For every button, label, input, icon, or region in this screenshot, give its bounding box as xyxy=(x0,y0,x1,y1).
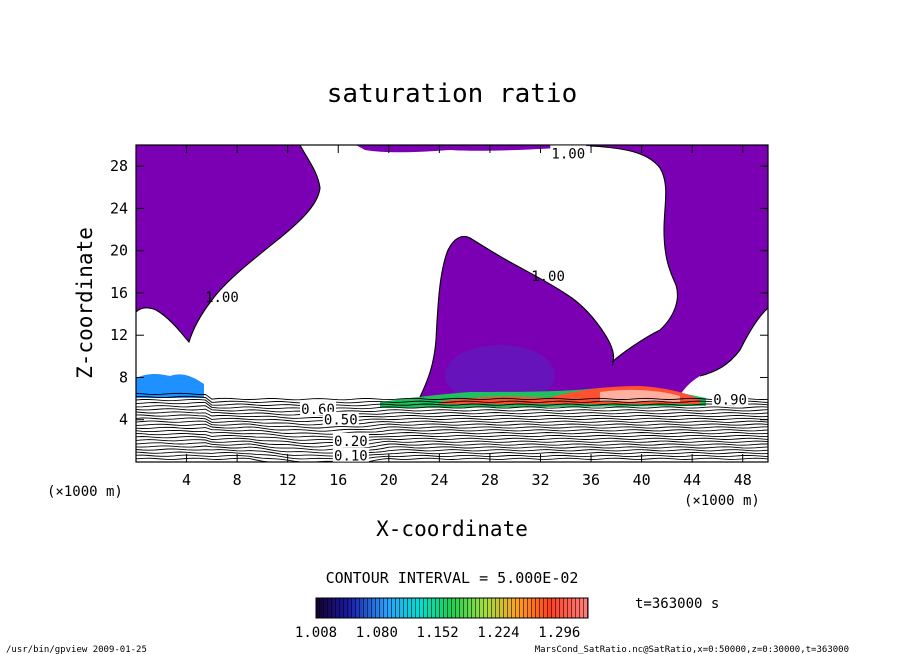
contour-1-00-top xyxy=(589,145,768,377)
footer-right: MarsCond_SatRatio.nc@SatRatio,x=0:50000,… xyxy=(535,645,849,654)
fill-region-left xyxy=(136,145,320,342)
contour-label-bg xyxy=(300,401,337,416)
colorbar-tick-label: 1.152 xyxy=(417,625,459,641)
contour-line xyxy=(136,448,768,457)
x-tick-label: 8 xyxy=(233,471,242,489)
colorbar: 1.008 1.080 1.152 1.224 1.296 xyxy=(295,597,589,641)
contour-label-bg xyxy=(332,447,369,462)
x-tick-label: 40 xyxy=(633,471,651,489)
contour-line xyxy=(136,454,768,462)
x-axis-title: X-coordinate xyxy=(376,517,528,541)
contour-label-bg xyxy=(332,432,369,447)
contour-label-bg xyxy=(322,411,359,426)
contour-line xyxy=(136,451,768,460)
y-tick-label: 16 xyxy=(110,284,128,302)
contour-line xyxy=(136,411,768,419)
contour-line xyxy=(136,436,768,445)
contour-line xyxy=(136,439,768,448)
y-tick-label: 28 xyxy=(110,157,128,175)
footer-left: /usr/bin/gpview 2009-01-25 xyxy=(6,645,147,654)
chart-title: saturation ratio xyxy=(327,79,577,109)
contour-line xyxy=(136,408,768,416)
colorbar-tick-label: 1.008 xyxy=(295,625,337,641)
y-tick-label: 24 xyxy=(110,199,128,217)
contour-label: 1.00 xyxy=(551,146,585,162)
colorbar-tick-labels: 1.008 1.080 1.152 1.224 1.296 xyxy=(295,625,580,641)
contour-line xyxy=(136,398,768,407)
x-tick-label: 32 xyxy=(531,471,549,489)
contour-1-00-center xyxy=(419,235,615,398)
contour-label: 0.10 xyxy=(334,449,368,465)
contour-1-00-left xyxy=(136,145,321,344)
contour-line xyxy=(136,426,768,435)
x-tick-label: 12 xyxy=(279,471,297,489)
contour-line xyxy=(136,395,768,404)
y-tick-label: 8 xyxy=(119,368,128,386)
x-tick-label: 36 xyxy=(582,471,600,489)
colorbar-tick-label: 1.296 xyxy=(538,625,580,641)
cloud-layer-left xyxy=(136,374,204,398)
x-tick-label: 44 xyxy=(683,471,701,489)
contour-line xyxy=(136,429,768,438)
x-tick-label: 16 xyxy=(329,471,347,489)
contour-label: 0.50 xyxy=(324,413,358,429)
contour-line xyxy=(136,417,768,426)
x-tick-label: 28 xyxy=(481,471,499,489)
contour-lines xyxy=(136,392,768,462)
contour-line xyxy=(136,423,768,432)
plot-frame xyxy=(135,144,769,463)
contour-line xyxy=(136,445,768,454)
colorbar-tick-label: 1.080 xyxy=(356,625,398,641)
contour-labels: 1.001.001.000.900.600.500.200.10 xyxy=(205,145,749,465)
contour-line xyxy=(136,405,768,413)
x-axis: 4 8 12 16 20 24 28 32 36 40 44 48 xyxy=(182,145,752,489)
colorbar-stripes xyxy=(316,598,588,618)
contour-interval-label: CONTOUR INTERVAL = 5.000E-02 xyxy=(326,569,579,587)
x-tick-label: 4 xyxy=(182,471,191,489)
contour-label: 0.20 xyxy=(334,434,368,450)
plot-area xyxy=(136,145,768,462)
y-tick-label: 12 xyxy=(110,326,128,344)
contour-label-bg xyxy=(712,391,749,406)
contour-line xyxy=(136,414,768,423)
fill-region-core xyxy=(445,345,555,405)
x-tick-label: 24 xyxy=(430,471,448,489)
x-unit-label-right: (×1000 m) xyxy=(684,493,760,509)
x-tick-label: 48 xyxy=(734,471,752,489)
contour-label: 0.90 xyxy=(713,393,747,409)
contour-line xyxy=(136,442,768,451)
y-tick-label: 4 xyxy=(119,411,128,429)
contour-line xyxy=(136,420,768,429)
contour-label: 1.00 xyxy=(205,290,239,306)
contour-label: 1.00 xyxy=(531,269,565,285)
contour-line xyxy=(136,433,768,441)
contour-line xyxy=(136,457,768,462)
contour-line xyxy=(136,402,768,410)
x-tick-label: 20 xyxy=(380,471,398,489)
y-tick-label: 20 xyxy=(110,242,128,260)
time-label: t=363000 s xyxy=(635,596,719,612)
fill-region-top xyxy=(356,145,768,395)
y-axis-title: Z-coordinate xyxy=(73,227,97,379)
x-unit-label-left: (×1000 m) xyxy=(47,484,123,500)
contour-line xyxy=(136,392,768,401)
y-axis: 4 8 12 16 20 24 28 xyxy=(110,157,768,429)
contour-label-bg xyxy=(550,145,587,160)
colorbar-tick-label: 1.224 xyxy=(477,625,519,641)
